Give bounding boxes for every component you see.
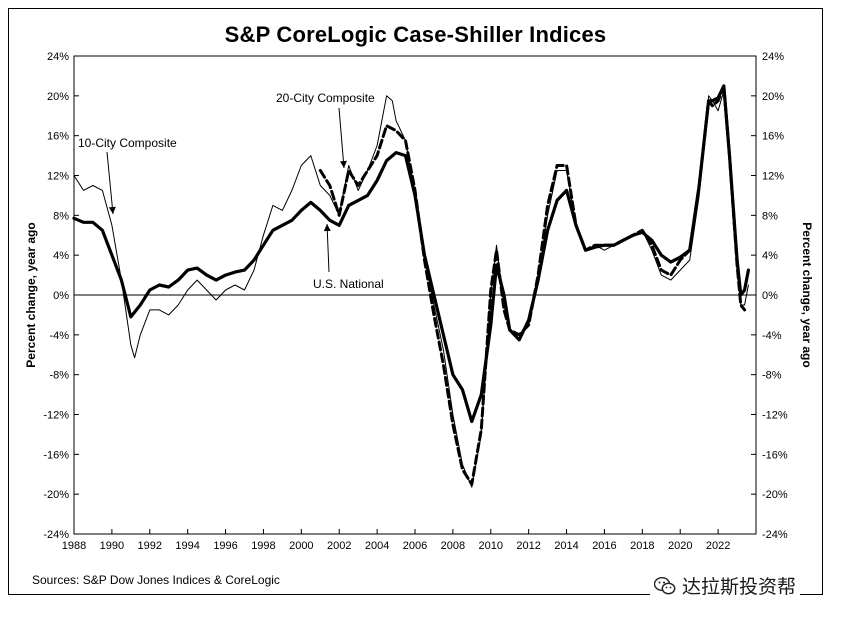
left-tick-group: 24% 20% 16% 12% 8% 4% 0% -4% -8% -12% -16% -20% -24% <box>43 51 79 541</box>
x-tick-label: 1992 <box>138 540 162 552</box>
arrow-20-city <box>338 107 345 169</box>
arrow-us-national-head <box>323 224 331 232</box>
x-tick-label: 1990 <box>100 540 124 552</box>
x-tick-label: 1998 <box>251 540 275 552</box>
annotation-us-national: U.S. National <box>313 277 384 291</box>
x-tick-label: 1996 <box>213 540 237 552</box>
series-group <box>72 84 750 488</box>
y-tick-label-left: 12% <box>47 171 69 183</box>
x-tick-label: 2010 <box>479 540 503 552</box>
y-tick-label-left: 20% <box>47 91 69 103</box>
arrow-us-national <box>326 223 330 273</box>
watermark: 达拉斯投资帮 <box>650 572 801 599</box>
y-tick-label-right: 20% <box>762 91 784 103</box>
source-note: Sources: S&P Dow Jones Indices & CoreLog… <box>32 573 280 587</box>
annotation-arrows <box>106 107 347 273</box>
y-tick-label-right: -16% <box>762 449 788 461</box>
arrow-20-city-head <box>339 160 347 168</box>
y-tick-label-right: -20% <box>762 489 788 501</box>
x-tick-label: 1994 <box>175 540 199 552</box>
x-tick-label: 2012 <box>516 540 540 552</box>
wechat-icon <box>653 576 676 596</box>
series-line-20-city-composite <box>318 84 747 486</box>
y-tick-label-left: 4% <box>53 250 69 262</box>
y-axis-label-right: Percent change, year ago <box>800 222 814 367</box>
y-tick-label-left: -12% <box>43 410 69 422</box>
y-tick-label-left: -16% <box>43 449 69 461</box>
series-line-u-s-national <box>72 84 750 424</box>
x-tick-label: 2008 <box>441 540 465 552</box>
y-tick-label-left: 24% <box>47 51 69 63</box>
arrow-10-city-head <box>108 206 116 214</box>
series-line-10-city-composite <box>73 90 749 488</box>
y-tick-label-left: -8% <box>49 370 69 382</box>
x-tick-label: 2014 <box>554 540 578 552</box>
x-tick-label: 2016 <box>592 540 616 552</box>
y-tick-label-left: -24% <box>43 529 69 541</box>
y-tick-label-left: 8% <box>53 210 69 222</box>
y-tick-label-right: -8% <box>762 370 782 382</box>
annotation-10-city: 10-City Composite <box>78 136 177 150</box>
x-tick-label: 2022 <box>706 540 730 552</box>
chart-title: S&P CoreLogic Case-Shiller Indices <box>224 22 607 47</box>
x-tick-label: 2006 <box>403 540 427 552</box>
x-tick-label: 1988 <box>62 540 86 552</box>
y-tick-label-left: -4% <box>49 330 69 342</box>
y-tick-label-right: 0% <box>762 290 778 302</box>
y-tick-label-right: -4% <box>762 330 782 342</box>
y-tick-label-right: 12% <box>762 171 784 183</box>
y-tick-label-left: -20% <box>43 489 69 501</box>
x-tick-label: 2004 <box>365 540 389 552</box>
annotation-20-city: 20-City Composite <box>276 91 375 105</box>
y-tick-label-right: 24% <box>762 51 784 63</box>
y-tick-label-left: 0% <box>53 290 69 302</box>
y-tick-label-right: -24% <box>762 529 788 541</box>
watermark-text: 达拉斯投资帮 <box>682 577 797 598</box>
y-tick-label-right: 16% <box>762 131 784 143</box>
x-tick-group: 1988 1990 1992 1994 1996 1998 2000 2002 2004 2006… <box>62 529 730 552</box>
x-tick-label: 2002 <box>327 540 351 552</box>
y-tick-label-right: -12% <box>762 410 788 422</box>
y-tick-label-left: 16% <box>47 131 69 143</box>
arrow-10-city <box>106 151 114 215</box>
y-axis-label-left: Percent change, year ago <box>24 222 38 367</box>
y-tick-label-right: 4% <box>762 250 778 262</box>
y-tick-label-right: 8% <box>762 210 778 222</box>
x-tick-label: 2000 <box>289 540 313 552</box>
x-tick-label: 2020 <box>668 540 692 552</box>
x-tick-label: 2018 <box>630 540 654 552</box>
right-tick-group: 24% 20% 16% 12% 8% 4% 0% -4% -8% -12% -16% -20% -24% <box>751 51 788 541</box>
